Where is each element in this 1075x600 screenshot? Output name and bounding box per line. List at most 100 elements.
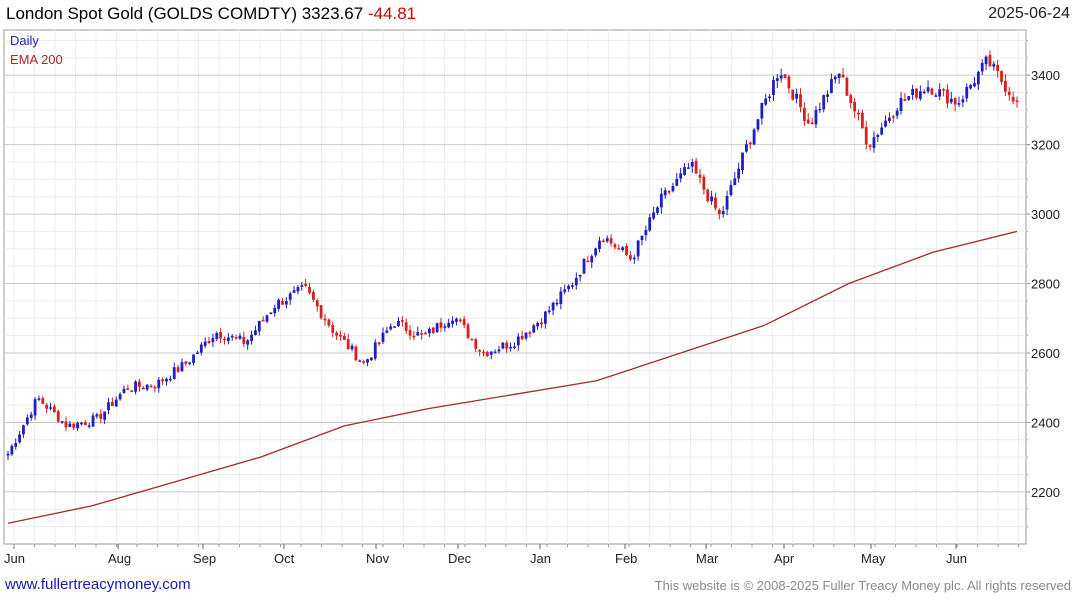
candle-body [775,78,779,81]
candle-body [540,322,543,325]
candle-body [478,350,482,352]
candle-body [605,238,609,242]
candle-body [99,413,103,419]
candle-body [416,332,420,336]
candle-body [196,352,199,354]
copyright-notice: This website is © 2008-2025 Fuller Treac… [654,578,1071,593]
candle-body [335,332,339,336]
candle-body [648,217,652,231]
candle-body [474,339,478,349]
candle-body [466,324,470,338]
candle-body [184,361,188,364]
candle-body [590,256,594,263]
candle-body [594,248,598,256]
candle-body [752,129,756,145]
candle-body [358,360,362,362]
candle-body [60,421,64,423]
candle-body [903,99,907,101]
candle-body [733,178,737,186]
candle-body [412,335,416,338]
candle-body [961,99,965,103]
candle-body [1011,96,1015,102]
candle-body [702,176,706,190]
candle-body [574,277,578,286]
candle-body [601,240,605,243]
candle-body [296,286,300,292]
candle-body [242,337,246,344]
candle-body [629,255,632,260]
candle-body [725,195,729,210]
candle-body [505,342,509,349]
candle-body [161,379,165,382]
candle-body [319,305,323,319]
candle-body [907,96,911,100]
x-tick-label: Mar [696,551,719,566]
candle-body [760,102,764,119]
candle-body [563,289,567,292]
candle-body [884,120,887,127]
candle-body [327,319,331,326]
candle-body [431,327,435,333]
candle-body [644,230,648,236]
candle-body [397,320,400,326]
candle-body [458,319,462,322]
candle-body [911,88,915,95]
candle-body [435,323,439,333]
candle-body [706,189,710,201]
candle-body [513,346,516,349]
candle-body [880,127,884,135]
candle-body [547,310,551,313]
candle-body [455,318,458,323]
candle-body [976,72,980,85]
candle-body [226,337,230,342]
candle-body [857,112,860,115]
candle-body [640,235,644,241]
candle-body [992,63,996,67]
candle-body [404,322,408,331]
candle-body [6,453,10,456]
candle-body [215,333,219,339]
candle-body [451,320,454,324]
candle-body [899,97,903,112]
website-link[interactable]: www.fullertreacymoney.com [5,576,191,593]
candle-body [443,326,447,328]
candle-body [192,354,195,363]
candle-body [246,340,250,345]
candle-body [149,385,153,388]
candle-body [95,414,99,417]
candle-body [613,244,617,248]
x-tick-label: Jan [530,551,551,566]
candle-body [153,386,157,389]
candle-body [122,388,126,393]
candle-body [795,93,799,99]
candle-body [984,56,988,65]
candle-body [996,64,1000,72]
candle-body [49,407,52,409]
candle-body [52,406,56,413]
candle-body [223,338,226,341]
candle-body [509,346,512,349]
candle-body [37,398,41,400]
candle-body [799,94,802,108]
candle-body [567,285,570,290]
ema-200-polyline [7,230,1018,524]
candle-body [609,238,613,244]
candle-body [810,122,814,125]
candle-body [350,345,354,350]
candle-body [980,62,984,72]
candle-body [714,197,717,209]
candle-body [652,212,656,219]
candle-body [168,378,172,381]
candle-body [582,259,586,274]
candle-body [369,357,373,361]
candle-body [520,335,524,340]
candle-body [617,248,621,250]
candle-body [56,411,60,422]
candle-body [385,330,389,333]
x-tick-label: Oct [274,551,295,566]
candle-body [265,315,269,322]
y-tick-label: 2800 [1031,277,1060,292]
chart-date: 2025-06-24 [988,5,1070,22]
candle-body [528,332,532,334]
